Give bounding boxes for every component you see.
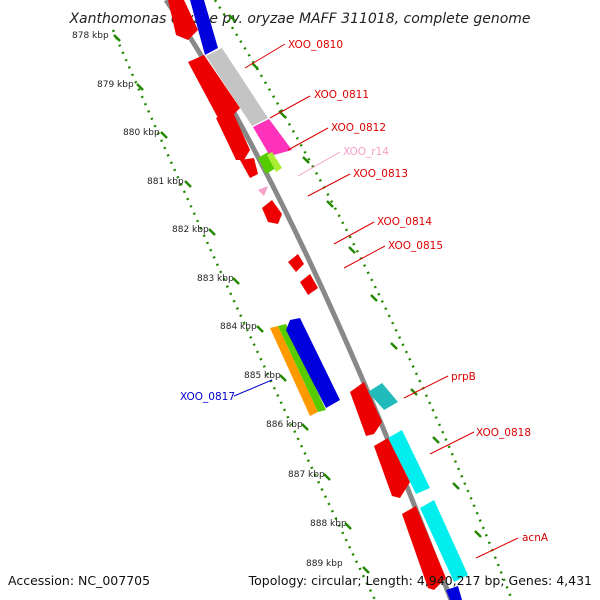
tick-label: 886 kbp (266, 420, 303, 430)
tick-label: 887 kbp (288, 470, 325, 480)
ruler-ticks: 878 kbp 879 kbp 880 kbp 881 kbp 882 kbp 883 k… (72, 14, 482, 574)
outer-ruler-line (213, 0, 514, 600)
gene-feature (216, 110, 250, 160)
connector-line (244, 43, 286, 69)
connector-line (333, 221, 375, 245)
reverse-strand-features (270, 318, 340, 416)
gene-feature (286, 318, 340, 408)
connector-line (297, 151, 341, 177)
gene-label[interactable]: XOO_0815 (388, 240, 443, 252)
gene-feature (288, 254, 304, 272)
gene-feature (446, 586, 462, 600)
connector-line (307, 173, 351, 197)
gene-label[interactable]: XOO_0811 (314, 89, 369, 101)
gene-feature (258, 152, 276, 174)
gene-feature (188, 55, 240, 118)
tick-mark (160, 131, 168, 139)
tick-mark (410, 388, 418, 396)
connector-line (343, 245, 386, 269)
gene-labels: XOO_0810 XOO_0811 XOO_0812 XOO_r14 XOO_0… (180, 39, 549, 544)
gene-feature (240, 158, 258, 178)
tick-label: 884 kbp (220, 322, 257, 332)
tick-mark (348, 246, 356, 254)
tick-mark (362, 566, 370, 574)
connector-line (269, 95, 311, 119)
tick-label: 882 kbp (172, 225, 209, 235)
tick-mark (390, 342, 398, 350)
gene-label[interactable]: XOO_0812 (331, 122, 386, 134)
connector-line (475, 537, 519, 559)
gene-feature (253, 119, 292, 156)
gene-feature (350, 382, 382, 436)
label-connectors (233, 43, 519, 559)
gene-feature (258, 186, 268, 196)
tick-mark (256, 325, 264, 333)
gene-feature (190, 0, 218, 55)
tick-label: 888 kbp (310, 519, 347, 529)
gene-feature (267, 152, 282, 172)
gene-feature (402, 506, 446, 590)
tick-mark (228, 14, 236, 22)
tick-mark (452, 482, 460, 490)
gene-feature (374, 438, 410, 498)
tick-label: 885 kbp (244, 371, 281, 381)
topology-label: Topology: circular; Length: 4,940,217 bp… (248, 573, 592, 588)
gene-label[interactable]: XOO_r14 (343, 146, 389, 158)
tick-mark (370, 294, 378, 302)
gene-feature (206, 48, 268, 126)
gene-label[interactable]: XOO_0813 (353, 168, 408, 180)
tick-label: 878 kbp (72, 31, 109, 41)
outer-strand-features (190, 0, 468, 582)
tick-mark (251, 62, 259, 70)
tick-mark (301, 423, 309, 431)
tick-mark (184, 180, 192, 188)
gene-label[interactable]: XOO_0818 (476, 427, 531, 439)
tick-label: 881 kbp (147, 177, 184, 187)
tick-label: 879 kbp (97, 80, 134, 90)
tick-mark (344, 522, 352, 530)
gene-label[interactable]: XOO_0817 (180, 391, 235, 403)
gene-feature (300, 274, 318, 295)
tick-mark (432, 436, 440, 444)
tick-label: 883 kbp (197, 274, 234, 284)
gene-feature (168, 0, 198, 40)
connector-line (287, 127, 329, 151)
inner-strand-features (168, 0, 462, 600)
gene-feature (278, 324, 326, 412)
tick-label: 880 kbp (123, 128, 160, 138)
tick-mark (326, 200, 334, 208)
tick-label: 889 kbp (306, 559, 343, 569)
tick-mark (208, 228, 216, 236)
tick-mark (113, 34, 121, 42)
gene-feature (270, 326, 318, 416)
connector-line (403, 375, 449, 399)
tick-mark (474, 530, 482, 538)
gene-feature (368, 383, 398, 410)
connector-line (429, 431, 475, 455)
gene-label[interactable]: prpB (451, 371, 476, 383)
tick-mark (302, 156, 310, 164)
gene-label[interactable]: XOO_0814 (377, 216, 432, 228)
gene-feature (262, 200, 282, 224)
map-title: Xanthomonas oryzae pv. oryzae MAFF 31101… (68, 11, 530, 27)
accession-label: Accession: NC_007705 (8, 573, 150, 588)
tick-mark (279, 374, 287, 382)
connector-line (233, 379, 273, 397)
gene-label[interactable]: acnA (522, 532, 549, 544)
gene-feature (388, 430, 430, 494)
tick-mark (323, 473, 331, 481)
gene-label[interactable]: XOO_0810 (288, 39, 343, 51)
tick-mark (232, 277, 240, 285)
gene-feature (420, 500, 468, 582)
tick-mark (136, 83, 144, 91)
